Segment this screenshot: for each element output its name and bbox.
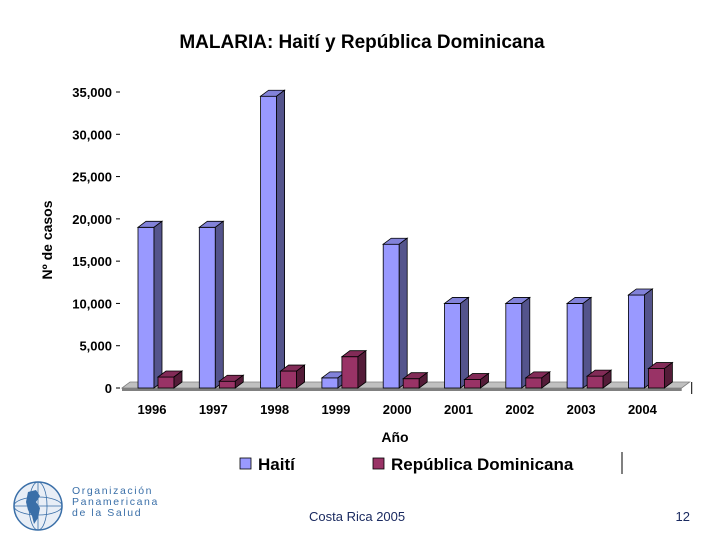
bar-side <box>480 372 489 389</box>
x-axis-ticks: 1996 1997 1998 1999 2000 2001 2002 2003 2004 <box>138 402 658 417</box>
bar-rd-2002 <box>524 371 551 389</box>
bar-front <box>505 303 523 389</box>
logo-line-2: Panamericana <box>72 496 159 508</box>
y-tick-label: 0 <box>105 381 112 396</box>
y-tick-label: 20,000 <box>72 212 112 227</box>
bar-side <box>521 296 531 389</box>
bar-front <box>628 294 645 389</box>
bar-front <box>321 377 339 389</box>
bar-side <box>418 371 428 389</box>
y-tick-label: 5,000 <box>79 339 112 354</box>
bar-side <box>541 371 551 389</box>
legend-swatch-1 <box>372 457 385 470</box>
bar-front <box>260 95 278 389</box>
page-number: 12 <box>675 509 690 524</box>
x-tick-label: 1999 <box>321 402 350 417</box>
bar-front <box>280 370 298 389</box>
bar-front <box>341 356 359 389</box>
bar-front <box>566 303 584 389</box>
legend-label-0: Haití <box>258 455 296 474</box>
malaria-bar-chart: MALARIA: Haití y República Dominicana 0 5… <box>39 32 693 474</box>
y-tick-label: 10,000 <box>72 296 112 311</box>
bar-haiti-2000 <box>382 237 409 389</box>
bar-haiti-2001 <box>443 296 470 389</box>
y-tick-label: 15,000 <box>72 254 112 269</box>
chart-title: MALARIA: Haití y República Dominicana <box>179 32 545 53</box>
bar-front <box>464 379 481 389</box>
legend-swatch-0 <box>239 457 252 470</box>
y-tick-label: 25,000 <box>72 170 112 185</box>
x-tick-label: 2002 <box>505 402 534 417</box>
bar-haiti-1997 <box>198 220 225 389</box>
y-axis-label: Nº de casos <box>39 200 55 279</box>
x-axis-label: Año <box>381 429 408 445</box>
logo-line-3: de la Salud <box>72 507 143 519</box>
logo-line-1: Organización <box>72 485 154 497</box>
paho-logo-icon <box>13 481 63 531</box>
bar-rd-2004 <box>647 361 674 389</box>
bar-rd-1999 <box>340 349 368 389</box>
bar-haiti-2002 <box>504 296 531 389</box>
bar-haiti-1998 <box>259 89 286 389</box>
bar-front <box>402 378 420 389</box>
y-tick-label: 30,000 <box>72 127 112 142</box>
bar-rd-1997 <box>218 374 245 389</box>
bar-rd-1996 <box>156 370 184 389</box>
bar-haiti-1996 <box>136 220 164 389</box>
bar-front <box>444 303 461 389</box>
chart-legend: Haití República Dominicana <box>239 452 623 474</box>
bar-side <box>173 370 183 389</box>
bar-front <box>198 226 216 389</box>
x-tick-label: 1998 <box>260 402 289 417</box>
bar-front <box>586 375 604 389</box>
bar-front <box>157 376 175 389</box>
bar-front <box>648 368 665 389</box>
x-tick-label: 2000 <box>383 402 412 417</box>
y-tick-label: 35,000 <box>72 85 112 100</box>
bar-rd-1998 <box>279 364 306 389</box>
bar-rd-2003 <box>585 369 613 389</box>
bar-front <box>382 243 400 389</box>
legend-label-1: República Dominicana <box>391 455 574 474</box>
x-tick-label: 1996 <box>138 402 167 417</box>
floor-front <box>122 388 682 391</box>
bar-side <box>460 296 469 389</box>
bar-series <box>136 89 674 389</box>
x-tick-label: 2004 <box>628 402 658 417</box>
bar-side <box>276 89 286 389</box>
x-tick-label: 1997 <box>199 402 228 417</box>
bar-front <box>218 380 236 389</box>
y-axis-ticks: 0 5,000 10,000 15,000 20,000 25,000 30,000 35,0… <box>72 85 120 396</box>
bar-side <box>602 369 612 389</box>
footer-text: Costa Rica 2005 <box>309 509 406 524</box>
bar-side <box>234 374 244 389</box>
bar-rd-2001 <box>463 372 490 389</box>
x-tick-label: 2001 <box>444 402 473 417</box>
bar-rd-2000 <box>402 371 429 389</box>
bar-side <box>664 361 673 389</box>
bar-front <box>525 377 543 389</box>
paho-logo-text: Organización Panamericana de la Salud <box>72 486 159 519</box>
bar-side <box>398 237 408 389</box>
x-tick-label: 2003 <box>567 402 596 417</box>
bar-side <box>214 220 224 389</box>
bar-front <box>137 226 155 389</box>
bar-side <box>357 349 367 389</box>
bar-haiti-2003 <box>565 296 593 389</box>
bar-side <box>296 364 306 389</box>
bar-side <box>153 220 163 389</box>
